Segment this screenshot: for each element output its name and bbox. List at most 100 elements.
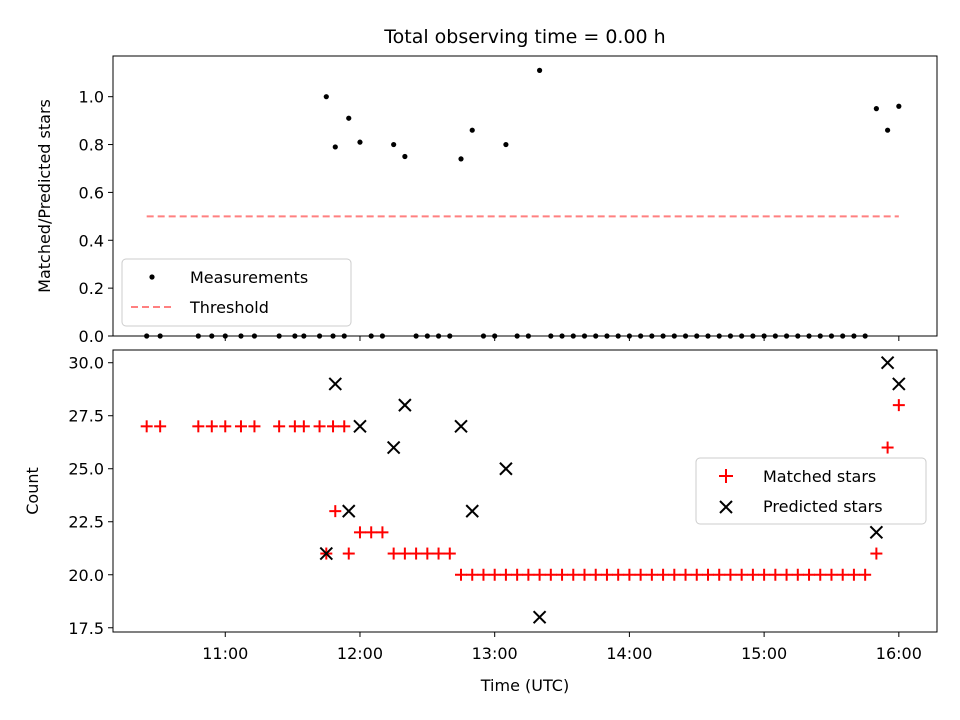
predicted-star-point <box>465 504 479 518</box>
matched-star-point <box>511 568 524 581</box>
measurement-point <box>503 141 509 148</box>
legend-measurements-label: Measurements <box>190 268 308 287</box>
matched-star-point <box>690 568 703 581</box>
matched-star-point <box>329 505 342 518</box>
bottom-x-axis-label: Time (UTC) <box>480 676 569 695</box>
matched-star-point <box>387 547 400 560</box>
predicted-star-point <box>328 377 342 391</box>
top-y-tick-label: 0.2 <box>79 279 104 298</box>
matched-star-point <box>443 547 456 560</box>
predicted-star-point <box>386 440 401 455</box>
matched-star-point <box>365 526 378 539</box>
bottom-y-axis-label: Count <box>23 467 42 515</box>
matched-star-point <box>668 568 681 581</box>
matched-star-point <box>870 547 883 560</box>
predicted-star-point <box>532 610 547 624</box>
top-y-tick-label: 0.4 <box>79 231 104 250</box>
measurement-point <box>896 103 902 109</box>
matched-star-point <box>769 568 782 581</box>
matched-star-point <box>376 526 389 539</box>
matched-star-point <box>803 568 816 581</box>
measurement-point <box>469 127 475 133</box>
matched-star-point <box>825 568 838 581</box>
measurement-point <box>885 127 891 133</box>
matched-star-point <box>657 568 670 581</box>
measurement-point <box>391 141 397 148</box>
legend-predicted-marker <box>719 500 733 514</box>
top-y-tick-label: 0.8 <box>79 136 104 155</box>
bottom-y-tick-label: 20.0 <box>68 566 104 585</box>
matched-star-point <box>859 568 872 581</box>
matched-star-point <box>421 547 434 560</box>
legend-predicted-label: Predicted stars <box>763 497 883 516</box>
matched-star-point <box>679 568 692 581</box>
matched-star-point <box>154 420 167 433</box>
top-y-tick-label: 0.6 <box>79 183 104 202</box>
matched-star-point <box>499 568 512 581</box>
matched-star-point <box>398 547 411 560</box>
matched-star-point <box>623 568 636 581</box>
bottom-x-tick-label: 14:00 <box>606 644 652 663</box>
bottom-x-tick-label: 11:00 <box>202 644 248 663</box>
bottom-y-tick-label: 30.0 <box>68 354 104 373</box>
matched-star-point <box>248 420 261 433</box>
matched-star-point <box>466 568 479 581</box>
predicted-star-point <box>454 419 468 434</box>
measurement-point <box>323 94 329 100</box>
matched-star-point <box>234 420 247 433</box>
predicted-star-point <box>892 377 906 391</box>
bottom-panel: 17.5 20.0 22.5 25.0 27.5 30.0 11:00 12:00 13:00… <box>23 349 938 695</box>
bottom-legend-box <box>695 457 927 525</box>
matched-star-point <box>600 568 613 581</box>
matched-star-point <box>814 568 827 581</box>
top-y-tick-label: 0.0 <box>79 327 104 346</box>
bottom-y-tick-label: 17.5 <box>68 619 104 638</box>
matched-star-point <box>567 568 580 581</box>
top-panel: Total observing time = 0.00 h 0.0 0.2 0.4 0… <box>35 26 938 346</box>
predicted-star-point <box>398 398 412 412</box>
matched-star-point <box>589 568 602 581</box>
matched-star-point <box>219 420 232 433</box>
matched-star-point <box>701 568 714 581</box>
matched-star-point <box>342 547 355 560</box>
matched-star-point <box>556 568 569 581</box>
bottom-x-tick-label: 13:00 <box>472 644 518 663</box>
top-x-ticks <box>224 336 900 341</box>
matched-star-point <box>578 568 591 581</box>
legend-threshold-label: Threshold <box>189 298 269 317</box>
predicted-star-point <box>880 356 895 370</box>
matched-star-point <box>847 568 860 581</box>
measurement-point <box>346 115 352 121</box>
legend-measurements-marker <box>149 274 155 280</box>
measurement-point <box>357 139 363 145</box>
bottom-x-tick-label: 16:00 <box>876 644 922 663</box>
matched-star-point <box>746 568 759 581</box>
matched-star-point <box>353 526 366 539</box>
matched-star-point <box>758 568 771 581</box>
matched-star-point <box>533 568 546 581</box>
matched-star-point <box>791 568 804 581</box>
measurement-point <box>332 144 338 150</box>
matched-star-point <box>313 420 326 433</box>
top-y-axis-label: Matched/Predicted stars <box>35 99 54 293</box>
bottom-y-ticks: 17.5 20.0 22.5 25.0 27.5 30.0 <box>68 354 113 638</box>
matched-star-point <box>338 420 351 433</box>
matched-star-point <box>205 420 218 433</box>
predicted-star-point <box>342 504 356 518</box>
predicted-star-point <box>499 462 513 476</box>
matched-star-point <box>273 420 286 433</box>
bottom-x-tick-label: 12:00 <box>337 644 383 663</box>
bottom-y-tick-label: 22.5 <box>68 513 104 532</box>
top-y-tick-label: 1.0 <box>79 88 104 107</box>
matched-star-point <box>634 568 647 581</box>
bottom-x-ticks: 11:00 12:00 13:00 14:00 15:00 16:00 <box>202 632 922 663</box>
bottom-axes-frame <box>112 349 938 633</box>
top-legend: Measurements Threshold <box>121 258 352 327</box>
bottom-y-tick-label: 25.0 <box>68 460 104 479</box>
matched-star-point <box>192 420 205 433</box>
chart-title: Total observing time = 0.00 h <box>383 26 665 48</box>
matched-star-point <box>780 568 793 581</box>
matched-star-point <box>836 568 849 581</box>
matched-star-point <box>488 568 501 581</box>
measurement-point <box>536 67 543 73</box>
